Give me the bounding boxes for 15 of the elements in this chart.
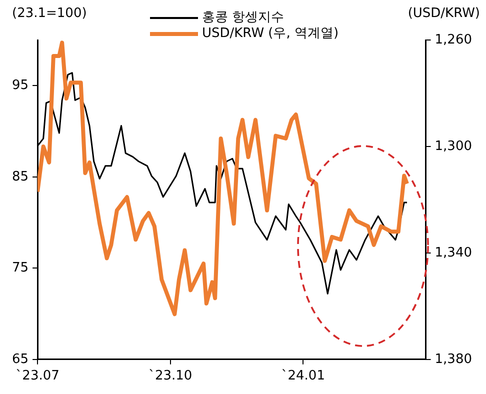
x-tick-label: `23.10 [148, 368, 192, 384]
y2-axis-title: (USD/KRW) [408, 6, 480, 21]
y-tick-label: 65 [12, 352, 29, 367]
y-tick-label: 75 [12, 260, 29, 276]
x-tick-label: `23.07 [16, 368, 60, 384]
y-tick-label: 85 [12, 169, 29, 184]
legend-label: USD/KRW (우, 역계열) [202, 26, 339, 42]
legend-label: 홍콩 항셍지수 [202, 10, 284, 26]
y2-tick-label: 1,340 [434, 245, 472, 260]
y-axis-title: (23.1=100) [12, 6, 87, 21]
y2-tick-label: 1,380 [434, 352, 472, 367]
y2-tick-label: 1,300 [434, 138, 472, 154]
y2-tick-label: 1,260 [434, 32, 472, 48]
y-tick-label: 95 [12, 78, 29, 94]
x-tick-label: `24.01 [281, 368, 325, 384]
